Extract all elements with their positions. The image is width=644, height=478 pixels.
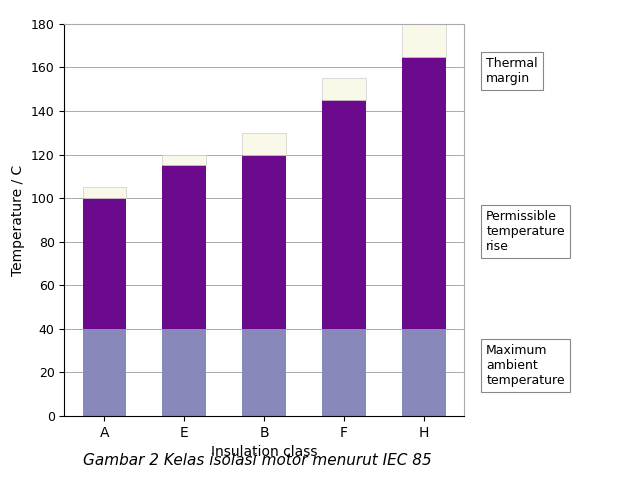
Bar [162, 154, 206, 165]
Y-axis label: Temperature / C: Temperature / C [11, 164, 25, 275]
Text: Thermal
margin: Thermal margin [486, 57, 538, 86]
Text: Gambar 2 Kelas isolasi motor menurut IEC 85: Gambar 2 Kelas isolasi motor menurut IEC… [83, 454, 432, 468]
Bar [162, 329, 206, 416]
Bar [82, 198, 126, 329]
Bar [242, 329, 286, 416]
Text: Permissible
temperature
rise: Permissible temperature rise [486, 210, 565, 253]
Bar [322, 329, 366, 416]
Bar [402, 56, 446, 329]
Bar [82, 187, 126, 198]
Bar [242, 133, 286, 154]
Text: Maximum
ambient
temperature: Maximum ambient temperature [486, 344, 565, 387]
Bar [162, 165, 206, 329]
Bar [402, 329, 446, 416]
Bar [242, 154, 286, 329]
Bar [402, 24, 446, 56]
Bar [322, 100, 366, 329]
Bar [322, 78, 366, 100]
Bar [82, 329, 126, 416]
X-axis label: Insulation class: Insulation class [211, 445, 317, 459]
